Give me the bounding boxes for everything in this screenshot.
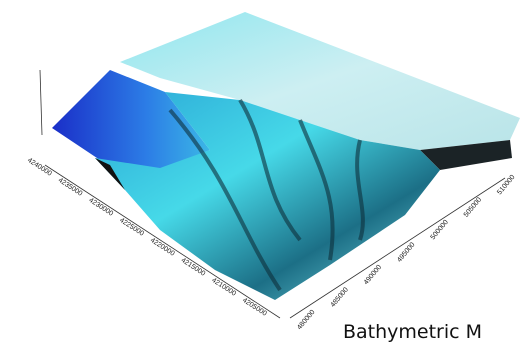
easting-tick-label: 505000	[463, 196, 483, 218]
plateau	[120, 12, 520, 150]
z-axis	[39, 69, 43, 136]
easting-tick-label: 500000	[430, 219, 450, 241]
side-wall	[95, 158, 125, 190]
northing-axis	[44, 164, 281, 319]
surface	[52, 12, 520, 300]
trough	[52, 70, 210, 170]
easting-tick-label: 485000	[330, 286, 350, 308]
ridges	[168, 98, 365, 292]
caption: Bathymetric M	[343, 321, 482, 343]
easting-tick-label: 495000	[396, 241, 416, 263]
easting-tick-label: 490000	[363, 264, 383, 286]
axes	[39, 69, 506, 319]
easting-tick-label: 510000	[496, 174, 516, 196]
easting-axis	[289, 177, 506, 319]
front-slope	[95, 92, 440, 300]
plateau-edge	[420, 140, 512, 170]
